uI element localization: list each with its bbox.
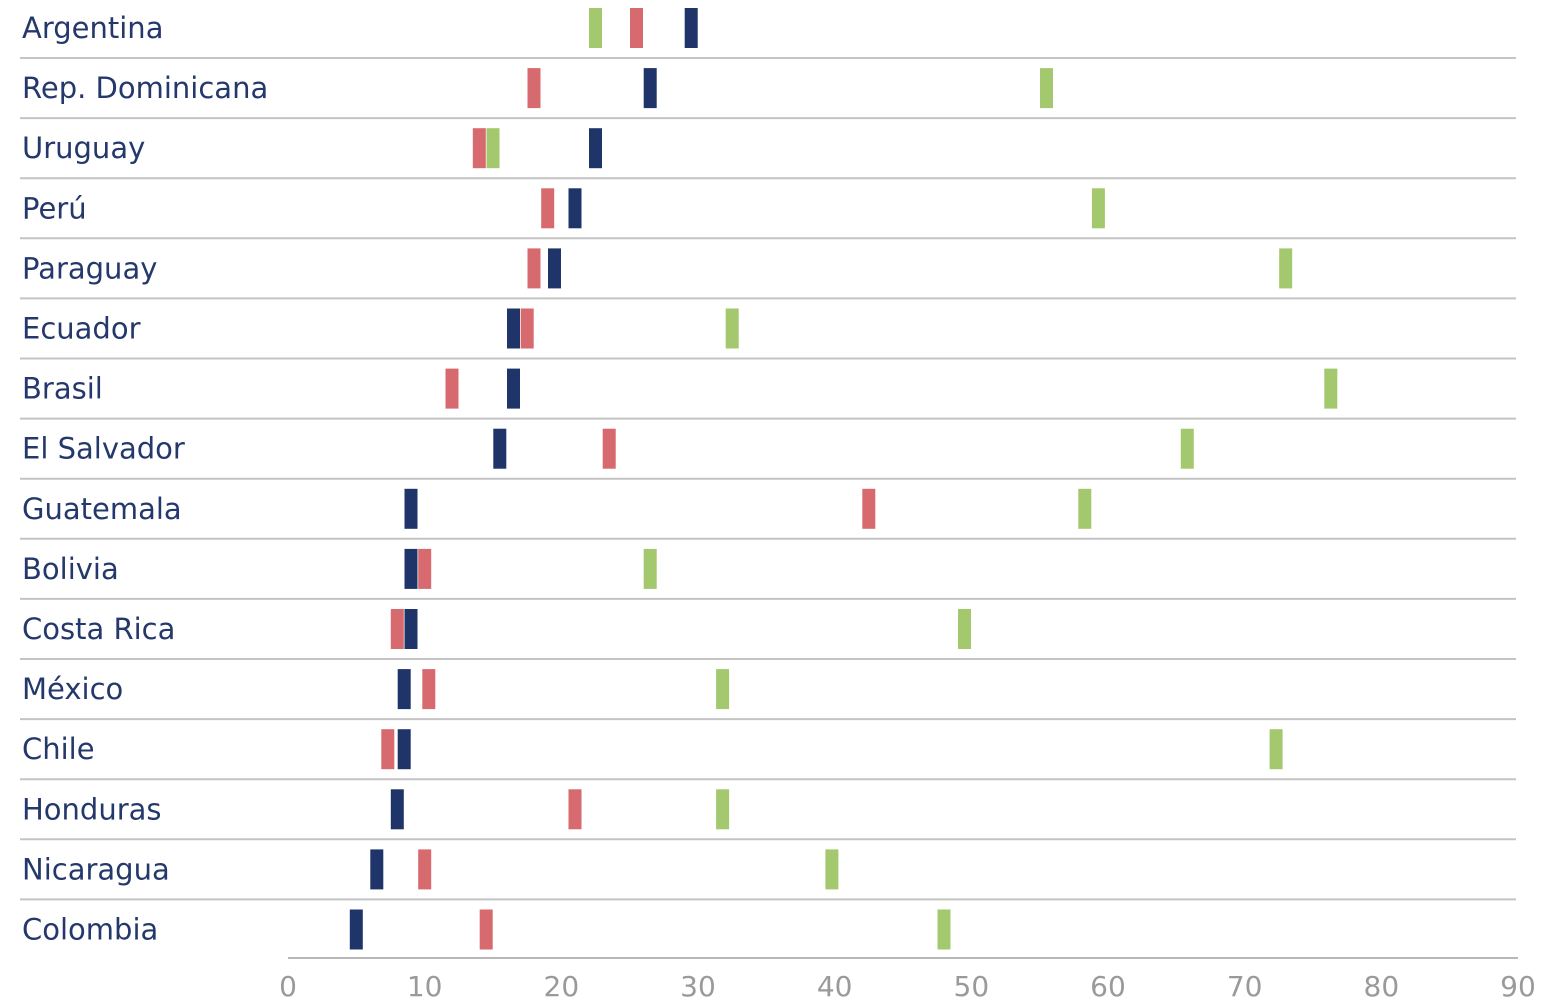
series-3-mark	[643, 548, 657, 589]
country-label: Guatemala	[22, 492, 182, 526]
series-1-mark	[589, 128, 602, 169]
series-1-mark	[568, 188, 582, 229]
series-1-mark	[349, 909, 363, 950]
series-1-mark	[507, 308, 520, 349]
series-3-mark	[725, 308, 739, 349]
series-1-mark	[370, 849, 384, 890]
series-2-mark	[568, 789, 582, 830]
country-label: Argentina	[22, 11, 163, 45]
x-tick-label: 10	[407, 970, 443, 1001]
x-tick-label: 0	[279, 970, 297, 1001]
series-2-mark	[520, 308, 534, 349]
series-2-mark	[422, 669, 436, 710]
series-3-mark	[589, 8, 602, 48]
country-label: Brasil	[22, 372, 103, 406]
series-2-mark	[527, 248, 541, 289]
country-label: Rep. Dominicana	[22, 71, 268, 105]
series-3-mark	[1324, 368, 1338, 409]
series-3-mark	[1279, 248, 1293, 289]
series-2-mark	[541, 188, 555, 229]
x-tick-label: 30	[680, 970, 716, 1001]
series-1-mark	[404, 609, 418, 649]
series-3-mark	[716, 669, 730, 710]
series-3-mark	[937, 909, 951, 950]
x-tick-label: 40	[817, 970, 853, 1001]
country-label: El Salvador	[22, 432, 185, 466]
country-label: Chile	[22, 732, 95, 766]
x-axis-ticks: 0 10 20 30 40 50 60 70 80 90	[279, 970, 1536, 1001]
x-tick-label: 60	[1090, 970, 1126, 1001]
series-2-mark	[479, 909, 493, 950]
series-2-mark	[390, 609, 404, 649]
series-3-mark	[1091, 188, 1105, 229]
x-tick-label: 70	[1227, 970, 1263, 1001]
series-3-mark	[1180, 428, 1194, 469]
country-label: Perú	[22, 191, 87, 225]
series-3-mark	[1269, 729, 1283, 770]
series-3-mark	[958, 609, 971, 649]
country-label: Honduras	[22, 792, 162, 826]
x-tick-label: 90	[1500, 970, 1536, 1001]
country-label: Ecuador	[22, 312, 141, 346]
series-1-mark	[397, 669, 411, 710]
series-1-mark	[643, 68, 657, 109]
series-2-mark	[630, 8, 643, 48]
country-label: Bolivia	[22, 552, 119, 586]
x-tick-label: 80	[1364, 970, 1400, 1001]
series-2-mark	[472, 128, 486, 169]
country-label: Costa Rica	[22, 612, 175, 646]
series-1-mark	[684, 8, 698, 48]
country-label: Colombia	[22, 913, 158, 947]
row-group: Argentina Rep. Dominicana Uruguay Perú Parag…	[20, 11, 1516, 947]
marks-group	[349, 8, 1338, 950]
series-3-mark	[825, 849, 839, 890]
series-2-mark	[445, 368, 459, 409]
series-1-mark	[404, 548, 418, 589]
series-2-mark	[418, 849, 432, 890]
series-3-mark	[1040, 68, 1053, 109]
series-2-mark	[527, 68, 541, 109]
series-3-mark	[486, 128, 500, 169]
series-2-mark	[381, 729, 395, 770]
x-tick-label: 50	[954, 970, 990, 1001]
country-label: Nicaragua	[22, 852, 170, 886]
series-3-mark	[716, 789, 730, 830]
country-label: Paraguay	[22, 251, 157, 285]
series-2-mark	[862, 488, 876, 529]
series-1-mark	[548, 248, 561, 289]
country-label: México	[22, 672, 123, 706]
series-1-mark	[397, 729, 411, 770]
series-1-mark	[493, 428, 507, 469]
series-3-mark	[1078, 488, 1092, 529]
series-2-mark	[418, 548, 432, 589]
x-tick-label: 20	[544, 970, 580, 1001]
series-1-mark	[507, 368, 520, 409]
series-1-mark	[390, 789, 404, 830]
series-2-mark	[602, 428, 616, 469]
country-label: Uruguay	[22, 131, 145, 165]
series-1-mark	[404, 488, 418, 529]
